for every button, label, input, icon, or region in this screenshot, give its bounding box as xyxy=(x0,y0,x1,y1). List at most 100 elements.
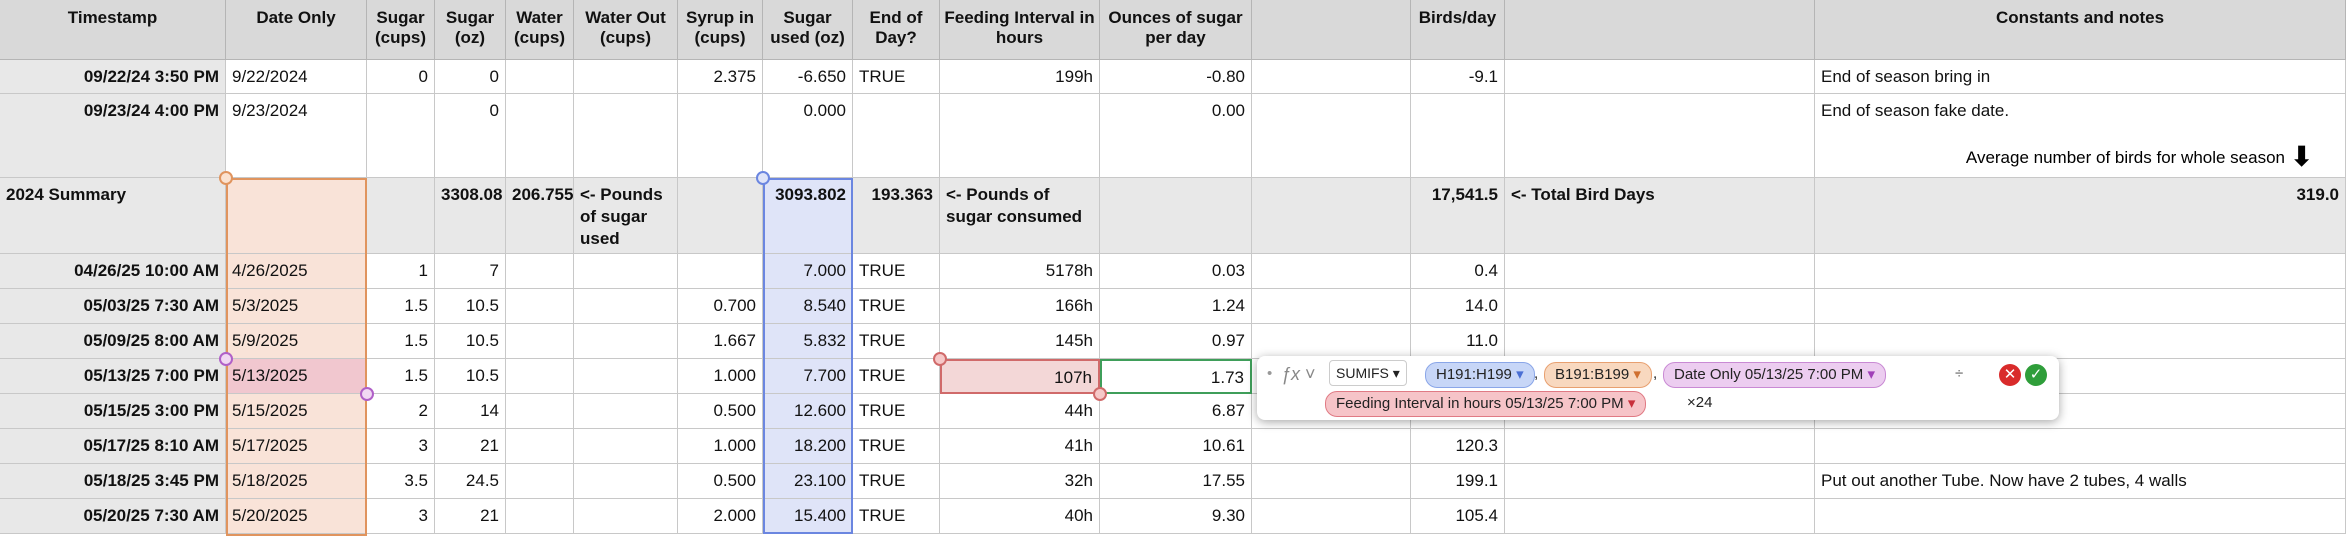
separator: , xyxy=(1534,365,1539,382)
cell: 193.363 xyxy=(853,178,940,254)
argument-pill[interactable]: Feeding Interval in hours 05/13/25 7:00 … xyxy=(1325,391,1647,417)
column-header: Water Out (cups) xyxy=(574,0,678,60)
cell: 3 xyxy=(367,429,435,464)
cell: 2 xyxy=(367,394,435,429)
cell xyxy=(574,429,678,464)
argument-pill[interactable]: B191:B199 ▾ xyxy=(1544,362,1652,388)
cell: 0.700 xyxy=(678,289,763,324)
cell xyxy=(574,324,678,359)
cell: 23.100 xyxy=(763,464,853,499)
cell xyxy=(1505,429,1815,464)
cell xyxy=(574,254,678,289)
fx-icon[interactable]: ƒx ˅ xyxy=(1281,364,1316,384)
column-header xyxy=(1252,0,1411,60)
cell: 5/9/2025 xyxy=(226,324,367,359)
cell: 5.832 xyxy=(763,324,853,359)
cell: <- Total Bird Days xyxy=(1505,178,1815,254)
cell xyxy=(678,178,763,254)
cell xyxy=(1505,499,1815,534)
cell: 2.375 xyxy=(678,60,763,94)
cell: 40h xyxy=(940,499,1100,534)
cell xyxy=(678,254,763,289)
cell: TRUE xyxy=(853,499,940,534)
cell: 5/18/2025 xyxy=(226,464,367,499)
column-header: Constants and notes xyxy=(1815,0,2346,60)
cell: 199h xyxy=(940,60,1100,94)
cell: 17.55 xyxy=(1100,464,1252,499)
cell: 0.97 xyxy=(1100,324,1252,359)
row-header: 05/18/25 3:45 PM xyxy=(0,464,226,499)
cancel-button[interactable]: ✕ xyxy=(1999,364,2021,386)
column-header: End of Day? xyxy=(853,0,940,60)
cell xyxy=(574,464,678,499)
cell xyxy=(1411,94,1505,178)
cell: <- Pounds of sugar used xyxy=(574,178,678,254)
cell: 7.700 xyxy=(763,359,853,394)
cell: 319.0 xyxy=(1815,178,2346,254)
drag-dot: • xyxy=(1267,365,1273,382)
cell: 1.000 xyxy=(678,359,763,394)
cell: 1.5 xyxy=(367,324,435,359)
cell: <- Pounds of sugar consumed xyxy=(940,178,1100,254)
operator: ×24 xyxy=(1687,394,1713,411)
row-header: 09/22/24 3:50 PM xyxy=(0,60,226,94)
argument-text: Feeding Interval in hours 05/13/25 7:00 … xyxy=(1336,395,1624,412)
cell: 199.1 xyxy=(1411,464,1505,499)
cell: 5/13/2025 xyxy=(226,359,367,394)
cell xyxy=(574,394,678,429)
cell: 10.5 xyxy=(435,289,506,324)
cell: 0.500 xyxy=(678,394,763,429)
cell: TRUE xyxy=(853,60,940,94)
cell: 145h xyxy=(940,324,1100,359)
cell: 3 xyxy=(367,499,435,534)
cell: 21 xyxy=(435,499,506,534)
column-header: Sugar (oz) xyxy=(435,0,506,60)
cell xyxy=(1505,254,1815,289)
cell: -0.80 xyxy=(1100,60,1252,94)
cell xyxy=(506,324,574,359)
season-average-label: Average number of birds for whole season xyxy=(1965,148,2285,167)
cell: Put out another Tube. Now have 2 tubes, … xyxy=(1815,464,2346,499)
cell xyxy=(506,289,574,324)
cell xyxy=(506,464,574,499)
cell: 12.600 xyxy=(763,394,853,429)
row-header: 04/26/25 10:00 AM xyxy=(0,254,226,289)
cell xyxy=(367,178,435,254)
formula-editor[interactable]: • ƒx ˅ SUMIFS ▾ H191:H199 ▾ , B191:B199 … xyxy=(1257,356,2059,420)
cell: 0 xyxy=(435,94,506,178)
cell: 24.5 xyxy=(435,464,506,499)
function-name[interactable]: SUMIFS ▾ xyxy=(1329,360,1407,386)
row-header: 05/13/25 7:00 PM xyxy=(0,359,226,394)
cell xyxy=(1252,178,1411,254)
accept-button[interactable]: ✓ xyxy=(2025,364,2047,386)
cell xyxy=(506,499,574,534)
function-text: SUMIFS xyxy=(1336,365,1389,381)
cell: 5/3/2025 xyxy=(226,289,367,324)
cell: 9.30 xyxy=(1100,499,1252,534)
operator: ÷ xyxy=(1955,365,1964,382)
range-handle xyxy=(933,352,947,366)
range-handle xyxy=(219,171,233,185)
cell: TRUE xyxy=(853,324,940,359)
cell: 10.5 xyxy=(435,324,506,359)
cell: 120.3 xyxy=(1411,429,1505,464)
cell: 11.0 xyxy=(1411,324,1505,359)
cell xyxy=(574,60,678,94)
cell: 9/23/2024 xyxy=(226,94,367,178)
cell: 4/26/2025 xyxy=(226,254,367,289)
cell xyxy=(574,499,678,534)
cell: 0.00 xyxy=(1100,94,1252,178)
cell: 32h xyxy=(940,464,1100,499)
cell: 6.87 xyxy=(1100,394,1252,429)
column-header: Ounces of sugar per day xyxy=(1100,0,1252,60)
argument-pill[interactable]: Date Only 05/13/25 7:00 PM ▾ xyxy=(1663,362,1886,388)
cell: 3308.08 xyxy=(435,178,506,254)
argument-text: Date Only 05/13/25 7:00 PM xyxy=(1674,366,1864,383)
cell xyxy=(1252,254,1411,289)
cell: 0.03 xyxy=(1100,254,1252,289)
cell xyxy=(1815,324,2346,359)
range-handle xyxy=(360,387,374,401)
cell xyxy=(226,178,367,254)
column-header: Sugar used (oz) xyxy=(763,0,853,60)
argument-pill[interactable]: H191:H199 ▾ xyxy=(1425,362,1535,388)
